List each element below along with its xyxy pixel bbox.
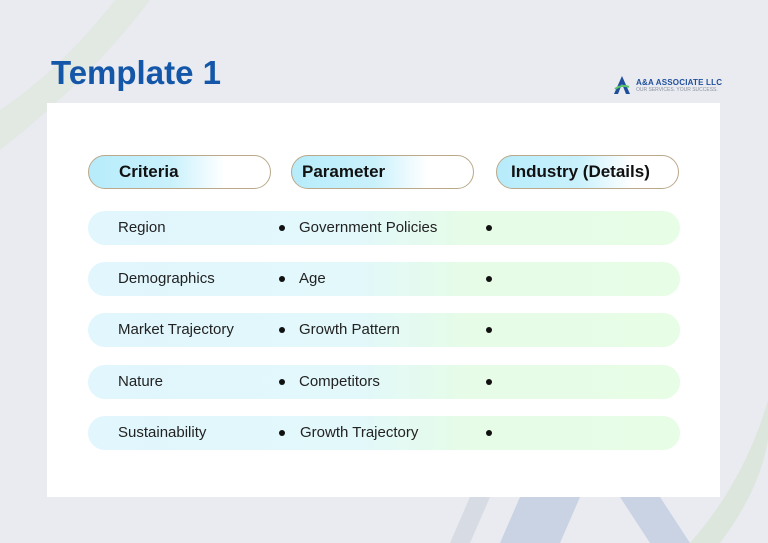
background-swoosh — [0, 0, 150, 150]
bullet-icon — [279, 327, 285, 333]
table-row: Market Trajectory Growth Pattern — [88, 313, 680, 347]
bullet-icon — [279, 225, 285, 231]
table-row: Region Government Policies — [88, 211, 680, 245]
background-stripe — [500, 497, 580, 543]
criteria-cell: Nature — [118, 373, 164, 390]
table-row: Demographics Age — [88, 262, 680, 296]
bullet-icon — [486, 225, 492, 231]
background-stripe — [620, 497, 690, 543]
criteria-cell: Demographics — [118, 270, 215, 287]
page-title: Template 1 — [51, 54, 221, 91]
bullet-icon — [486, 430, 492, 436]
bullet-icon — [279, 379, 285, 385]
parameter-cell: Age — [299, 270, 326, 287]
header-industry-details: Industry (Details) — [496, 155, 679, 189]
logo-a-icon — [614, 76, 630, 94]
background-stripe — [450, 497, 490, 543]
table-row: Sustainability Growth Trajectory — [88, 416, 680, 450]
bullet-icon — [279, 430, 285, 436]
criteria-cell: Market Trajectory — [118, 321, 234, 338]
logo-name: A&A ASSOCIATE LLC — [636, 77, 723, 87]
header-label: Parameter — [302, 162, 386, 181]
bullet-icon — [486, 379, 492, 385]
background-swoosh — [690, 400, 768, 543]
logo-tagline: OUR SERVICES. YOUR SUCCESS. — [636, 86, 718, 93]
table-row: Nature Competitors — [88, 365, 680, 399]
header-label: Criteria — [119, 162, 179, 181]
bullet-icon — [486, 276, 492, 282]
company-logo: A&A ASSOCIATE LLC OUR SERVICES. YOUR SUC… — [612, 75, 722, 95]
header-label: Industry (Details) — [511, 162, 650, 181]
criteria-cell: Sustainability — [118, 424, 207, 441]
header-criteria: Criteria — [88, 155, 271, 189]
header-parameter: Parameter — [291, 155, 474, 189]
parameter-cell: Competitors — [299, 373, 380, 390]
bullet-icon — [279, 276, 285, 282]
parameter-cell: Government Policies — [299, 219, 438, 236]
parameter-cell: Growth Trajectory — [300, 424, 419, 441]
parameter-cell: Growth Pattern — [299, 321, 400, 338]
criteria-cell: Region — [118, 219, 166, 236]
bullet-icon — [486, 327, 492, 333]
template-card: Criteria Parameter Industry (Details) Re… — [47, 103, 720, 497]
